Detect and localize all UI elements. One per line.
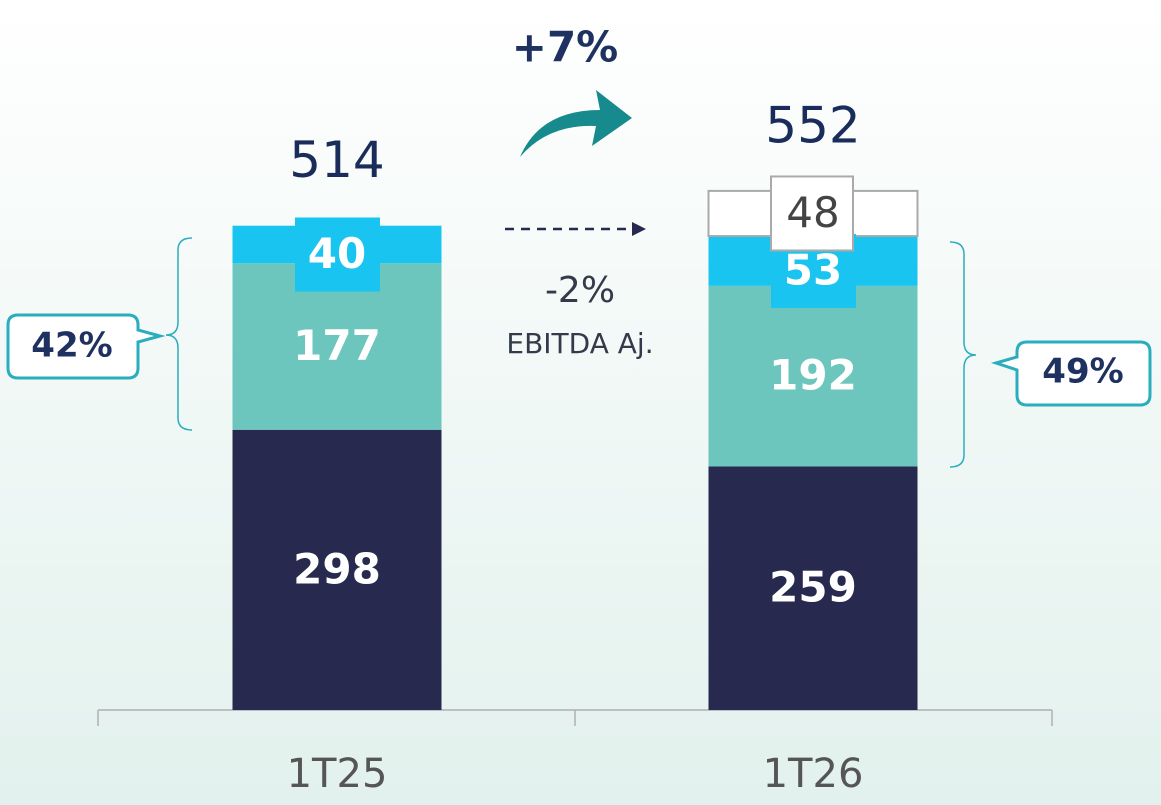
total-label: 514: [289, 131, 384, 189]
bar-segment: [232, 429, 442, 710]
value-label: 298: [293, 544, 381, 593]
value-label: 177: [293, 321, 381, 370]
growth-arrow: [520, 90, 632, 157]
value-label: 53: [784, 245, 842, 294]
x-tick-label: 1T26: [763, 751, 864, 797]
share-label: 42%: [31, 326, 112, 366]
brace: [165, 237, 193, 431]
growth-label: +7%: [512, 23, 619, 72]
total-label: 552: [765, 96, 860, 154]
ebitda-label: EBITDA Aj.: [506, 327, 653, 360]
bar-segment: [708, 466, 918, 710]
value-label: 259: [769, 563, 857, 612]
arrow-head: [632, 222, 646, 236]
label-box: [770, 175, 854, 252]
callout-box: [6, 313, 166, 380]
label-box: [295, 217, 380, 292]
value-label: 40: [308, 229, 366, 278]
ebitda-change: -2%: [545, 270, 615, 311]
x-tick-label: 1T25: [287, 751, 388, 797]
callout-box: [990, 340, 1152, 407]
brace: [949, 241, 977, 468]
value-label: 48: [786, 188, 839, 237]
bar-segment: [708, 285, 918, 467]
value-label: 192: [769, 351, 857, 400]
share-label: 49%: [1042, 352, 1123, 392]
